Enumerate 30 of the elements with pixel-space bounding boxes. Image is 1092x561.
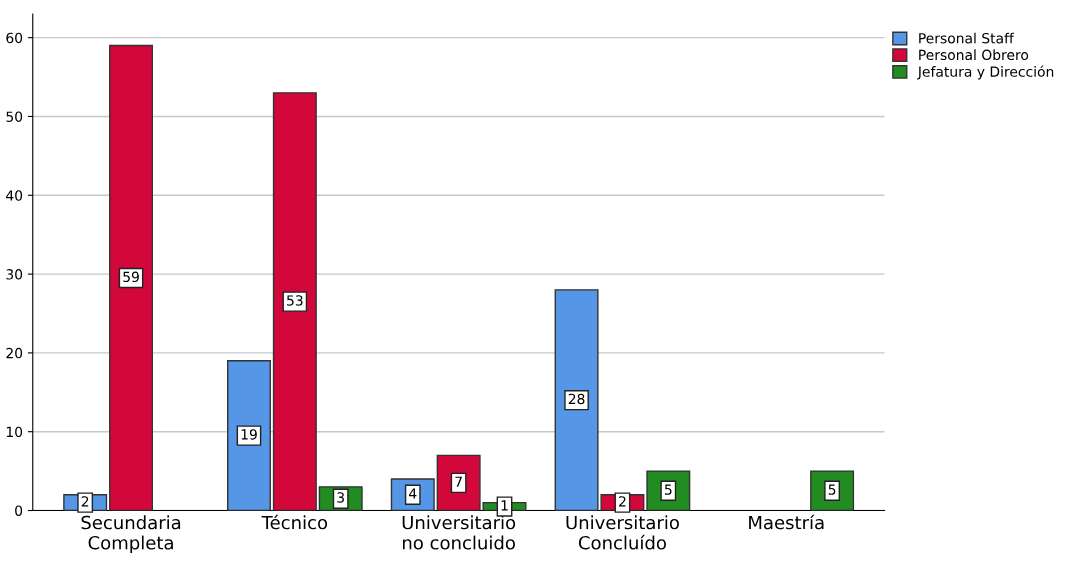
y-tick-label: 40 xyxy=(6,190,23,201)
x-tick-label: Universitario no concluido xyxy=(402,515,516,550)
data-label: 7 xyxy=(455,476,462,487)
x-tick-label: Secundaria Completa xyxy=(81,515,181,554)
data-label: 3 xyxy=(337,492,345,503)
data-label: 28 xyxy=(568,393,585,405)
data-label: 2 xyxy=(81,496,89,507)
y-tick-label: 10 xyxy=(6,426,23,438)
bar xyxy=(272,92,317,511)
y-tick-label: 60 xyxy=(6,32,23,44)
data-label: 19 xyxy=(241,429,257,440)
x-tick-label: Técnico xyxy=(261,514,328,530)
data-label: 2 xyxy=(619,496,626,507)
legend-label: Personal Obrero xyxy=(919,49,1029,61)
data-label: 5 xyxy=(828,484,836,495)
y-tick-label: 20 xyxy=(6,347,23,359)
data-label: 1 xyxy=(501,500,508,511)
y-tick-label: 50 xyxy=(6,111,23,122)
bar xyxy=(109,44,154,511)
legend-label: Jefatura y Dirección xyxy=(917,65,1054,80)
y-tick-label: 30 xyxy=(6,269,23,280)
data-label: 5 xyxy=(664,484,672,495)
x-tick-label: Maestría xyxy=(749,514,824,530)
bar xyxy=(226,360,271,511)
x-tick-label: Universitario Concluído xyxy=(566,515,679,550)
data-label: 59 xyxy=(123,271,139,283)
legend-label: Personal Staff xyxy=(919,32,1015,44)
y-tick-label: 0 xyxy=(15,505,23,516)
data-label: 4 xyxy=(409,488,417,499)
data-label: 53 xyxy=(287,295,303,306)
